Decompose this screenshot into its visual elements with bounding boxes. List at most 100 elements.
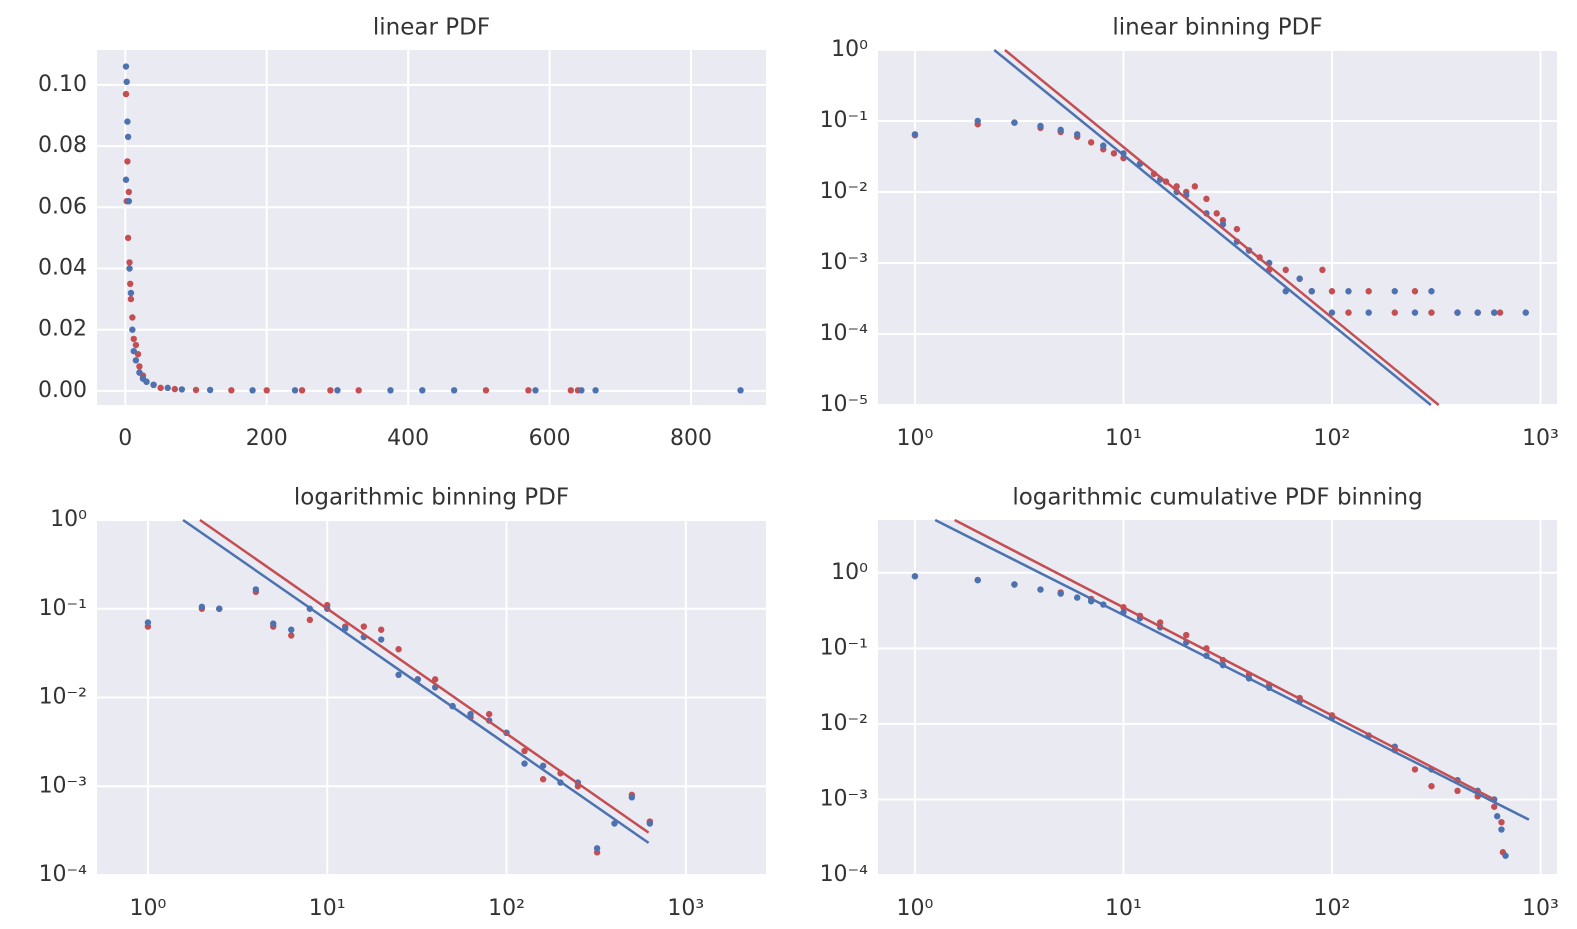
data-point <box>122 176 130 183</box>
data-point <box>1454 787 1461 795</box>
x-tick-label: 10¹ <box>1105 896 1142 921</box>
data-point <box>482 387 490 394</box>
data-point <box>1494 813 1501 820</box>
data-point <box>485 710 493 718</box>
data-point <box>1345 309 1352 316</box>
data-point <box>136 363 143 370</box>
y-tick-label: 10⁻² <box>820 179 868 204</box>
data-point <box>1522 309 1529 316</box>
data-point <box>164 384 171 392</box>
y-tick-label: 10⁻³ <box>820 786 868 811</box>
data-point <box>1296 275 1303 282</box>
plot-content <box>122 63 744 394</box>
fit-line <box>182 518 650 844</box>
data-point <box>1428 309 1435 316</box>
data-point <box>1411 309 1419 316</box>
data-point <box>1365 288 1372 295</box>
data-point <box>611 820 618 827</box>
data-point <box>129 314 136 321</box>
x-tick-label: 10³ <box>1522 426 1559 451</box>
data-point <box>431 676 439 683</box>
data-point <box>360 623 368 630</box>
x-tick-label: 10³ <box>1522 896 1559 921</box>
data-point <box>450 387 458 394</box>
chart-title: linear PDF <box>373 15 490 41</box>
x-tick-label: 10² <box>1314 426 1351 451</box>
data-point <box>192 386 200 394</box>
data-point <box>127 280 134 288</box>
data-point <box>592 387 599 394</box>
data-point <box>270 620 277 627</box>
data-point <box>252 586 260 593</box>
data-point <box>216 605 223 612</box>
data-point <box>911 131 919 138</box>
data-point <box>1491 803 1498 810</box>
data-point <box>124 133 132 141</box>
data-point <box>298 387 306 394</box>
y-tick-label: 0.04 <box>38 256 87 281</box>
y-tick-label: 10⁻² <box>39 685 87 710</box>
data-point <box>198 603 206 611</box>
y-tick-label: 10⁻¹ <box>39 596 87 621</box>
y-tick-label: 10⁰ <box>831 560 868 585</box>
data-point <box>1365 309 1372 316</box>
data-point <box>532 387 539 394</box>
y-tick-label: 10⁻⁴ <box>820 862 869 887</box>
data-point <box>567 387 575 394</box>
data-point <box>1037 122 1044 130</box>
data-point <box>525 387 532 394</box>
data-point <box>539 776 547 783</box>
plot-content <box>911 518 1530 859</box>
plot-content <box>911 49 1529 406</box>
x-tick-label: 400 <box>387 426 429 451</box>
x-tick-label: 200 <box>246 426 288 451</box>
data-point <box>1191 183 1199 190</box>
data-point <box>419 387 426 394</box>
data-point <box>1474 309 1481 316</box>
x-tick-label: 10² <box>488 896 525 921</box>
data-point <box>578 387 585 394</box>
data-point <box>1308 288 1315 295</box>
y-tick-label: 10⁻² <box>820 711 868 736</box>
plot-area <box>878 520 1557 875</box>
data-point <box>1203 195 1210 203</box>
data-point <box>1328 309 1336 316</box>
y-tick-label: 10⁻¹ <box>820 108 868 133</box>
data-point <box>646 820 654 827</box>
data-point <box>1282 266 1289 274</box>
plot-area <box>97 50 766 405</box>
data-point <box>124 118 131 125</box>
data-point <box>1074 131 1081 138</box>
fit-line <box>993 49 1432 406</box>
data-point <box>1100 142 1107 149</box>
data-point <box>737 387 744 394</box>
data-point <box>1391 288 1398 295</box>
data-point <box>395 646 402 653</box>
data-point <box>974 576 981 584</box>
x-tick-label: 10¹ <box>309 896 346 921</box>
data-point <box>126 265 133 272</box>
data-point <box>387 387 394 394</box>
data-point <box>628 794 636 801</box>
data-point <box>206 386 214 394</box>
y-tick-label: 10⁻⁴ <box>39 862 88 887</box>
data-point <box>157 384 164 392</box>
y-tick-label: 0.02 <box>38 317 87 342</box>
x-tick-label: 10³ <box>667 896 704 921</box>
fit-line <box>1004 49 1440 406</box>
data-point <box>306 616 314 624</box>
y-tick-label: 0.10 <box>38 72 87 97</box>
data-point <box>1156 619 1164 626</box>
y-tick-label: 10⁰ <box>50 507 87 532</box>
data-point <box>127 295 135 303</box>
data-point <box>1233 225 1241 233</box>
y-tick-label: 10⁰ <box>831 37 868 62</box>
data-point <box>126 259 133 266</box>
data-point <box>122 90 130 98</box>
fit-line <box>934 518 1530 821</box>
data-point <box>521 747 528 755</box>
data-point <box>355 387 362 394</box>
data-point <box>1411 288 1419 295</box>
data-point <box>136 369 143 376</box>
